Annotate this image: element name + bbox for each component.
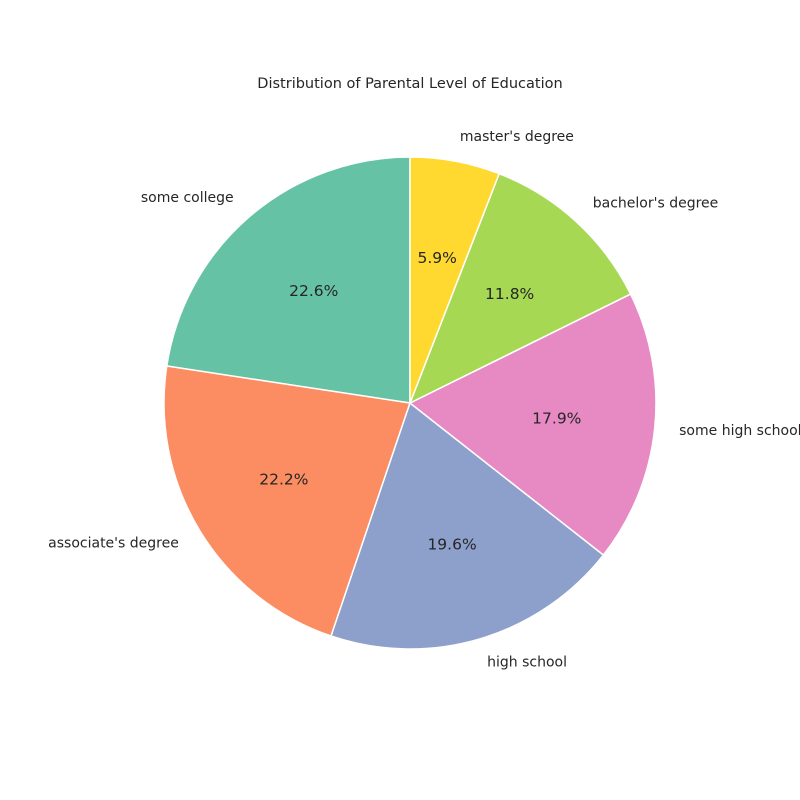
slice-label: some high school — [679, 423, 800, 439]
pie-slices — [163, 156, 657, 650]
pie-percent-labels: 22.6% 22.2% 19.6% 17.9% 11.8% 5.9% — [259, 249, 581, 554]
pie-slice-master-s-degree — [409, 156, 500, 404]
slice-percent-label: 5.9% — [418, 249, 457, 267]
pie-slice-bachelor-s-degree — [409, 172, 632, 404]
slice-label: some college — [141, 190, 234, 206]
slice-label: high school — [487, 654, 567, 670]
slice-label: bachelor's degree — [593, 195, 719, 211]
slice-label: associate's degree — [48, 536, 179, 552]
pie-slice-associate-s-degree — [163, 365, 411, 637]
slice-percent-label: 22.2% — [259, 471, 308, 489]
slice-label: master's degree — [460, 129, 574, 145]
chart-title: Distribution of Parental Level of Educat… — [257, 76, 562, 92]
pie-slice-high-school — [330, 402, 605, 650]
slice-percent-label: 22.6% — [289, 282, 338, 300]
slice-percent-label: 19.6% — [427, 535, 476, 553]
slice-percent-label: 17.9% — [532, 409, 581, 427]
pie-slice-some-high-school — [409, 293, 657, 556]
pie-slice-labels: some college associate's degree high schoo… — [48, 129, 800, 670]
pie-slice-some-college — [166, 156, 411, 404]
slice-percent-label: 11.8% — [485, 285, 534, 303]
